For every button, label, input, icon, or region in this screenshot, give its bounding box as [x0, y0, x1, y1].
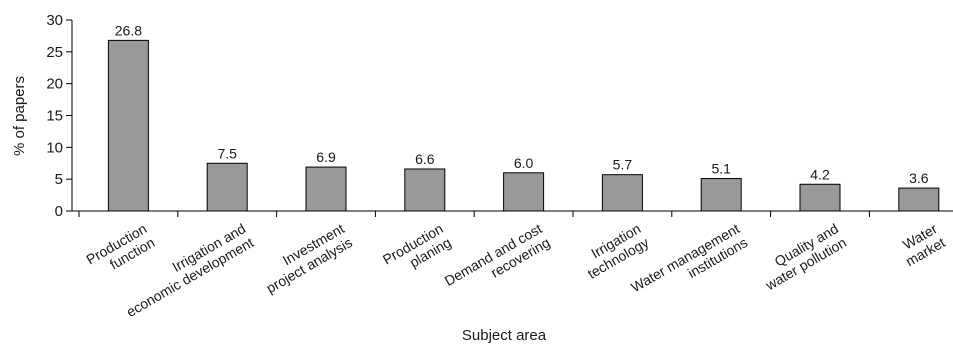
x-category-label: Irrigationtechnology	[577, 220, 652, 282]
bar	[305, 166, 347, 212]
data-label: 5.7	[613, 157, 633, 173]
x-category-label: Investmentproject analysis	[255, 220, 355, 296]
bar	[503, 172, 545, 212]
data-label: 6.6	[415, 151, 435, 167]
bar	[404, 168, 446, 212]
data-label: 6.9	[316, 149, 336, 165]
data-label: 7.5	[217, 145, 237, 161]
data-label: 3.6	[909, 170, 929, 186]
data-label: 6.0	[514, 155, 534, 171]
x-category-label: Watermarket	[895, 220, 948, 269]
y-axis-title: % of papers	[11, 76, 28, 156]
bar	[799, 183, 841, 212]
bar	[601, 174, 643, 212]
y-tick-label: 15	[46, 108, 63, 125]
bar	[107, 39, 149, 212]
x-axis-title: Subject area	[462, 327, 547, 344]
y-tick-label: 20	[46, 76, 63, 93]
x-category-label: Demand and costrecovering	[442, 220, 553, 303]
y-tick-label: 0	[55, 203, 63, 220]
data-label: 26.8	[115, 22, 142, 38]
data-label: 5.1	[711, 161, 731, 177]
plot-area: 0 5 10 15 20 25 30 26.8 Productionfunction 7.5 Irr…	[46, 12, 953, 320]
y-tick-label: 5	[55, 171, 63, 188]
y-tick-label: 30	[46, 12, 63, 29]
bar	[898, 187, 940, 212]
x-category-label: Quality andwater pollution	[754, 220, 849, 293]
bar	[206, 162, 248, 212]
x-category-label: Productionfunction	[83, 220, 157, 281]
data-label: 4.2	[810, 166, 830, 182]
bar	[700, 178, 742, 212]
x-category-label: Productionplaning	[380, 220, 454, 281]
x-category-label: Water managementinstitutions	[628, 220, 750, 309]
y-tick-label: 10	[46, 139, 63, 156]
y-tick-label: 25	[46, 44, 63, 61]
